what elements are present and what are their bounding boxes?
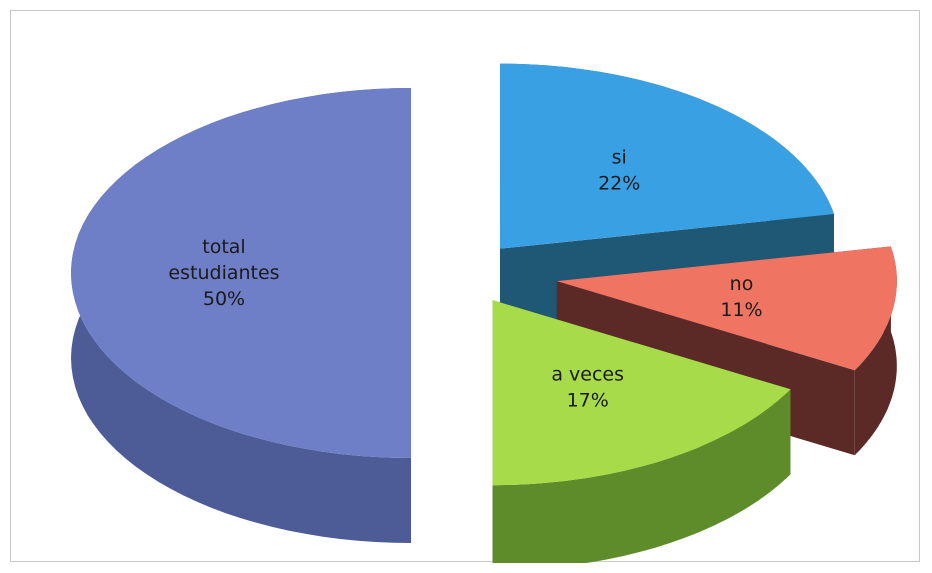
slice-category-label: a veces <box>551 364 624 386</box>
pie-slice-total-estudiantes <box>71 88 411 543</box>
chart-frame: total estudiantes 50% si 22% no 11% a veces 17% <box>10 10 920 563</box>
pie-chart: total estudiantes 50% si 22% no 11% a veces 17% <box>71 63 897 563</box>
slice-top-face <box>556 246 897 371</box>
slice-outer-wall <box>854 246 897 456</box>
slice-category-label: estudiantes <box>168 262 279 284</box>
slice-category-label: no <box>730 273 754 295</box>
slice-top-face <box>71 88 411 458</box>
slice-value-label: 22% <box>598 172 640 194</box>
slice-top-face <box>492 300 791 486</box>
slice-value-label: 17% <box>567 390 609 412</box>
pie-slice-a-veces <box>492 300 791 563</box>
slice-category-label: total <box>202 236 245 258</box>
slice-category-label: si <box>612 146 627 168</box>
slice-outer-wall <box>492 389 791 563</box>
slice-top-face <box>499 63 834 249</box>
slice-value-label: 50% <box>203 288 245 310</box>
slice-value-label: 11% <box>720 299 762 321</box>
